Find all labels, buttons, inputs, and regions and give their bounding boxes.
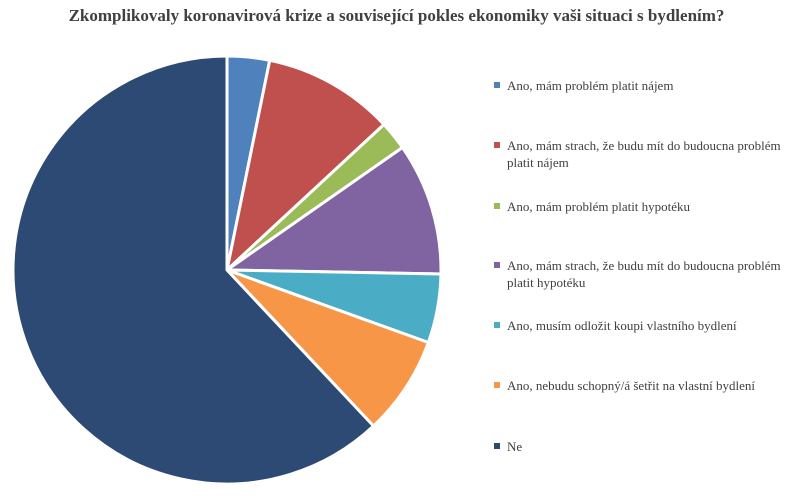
- legend-swatch: [494, 142, 500, 148]
- legend-swatch: [494, 82, 500, 88]
- legend-swatch: [494, 262, 500, 268]
- legend-swatch: [494, 443, 500, 449]
- legend-label: Ano, nebudu schopný/á šetřit na vlastní …: [507, 378, 756, 393]
- pie-slice-7: [11, 54, 375, 486]
- pie-slice-2: [225, 58, 386, 272]
- chart-title: Zkomplikovaly koronavirová krize a souvi…: [68, 6, 725, 25]
- legend-label: Ano, musím odložit koupi vlastního bydle…: [507, 318, 737, 333]
- pie-slice-6: [225, 268, 430, 428]
- legend-label: Ano, mám strach, že budu mít do budoucna…: [507, 258, 781, 290]
- legend-label: Ano, mám problém platit hypotéku: [507, 199, 691, 214]
- legend-swatch: [494, 203, 500, 209]
- legend-swatch: [494, 382, 500, 388]
- legend-swatch: [494, 322, 500, 328]
- legend-label: Ne: [507, 439, 523, 454]
- legend-label: Ano, mám problém platit nájem: [507, 78, 674, 93]
- legend-label: Ano, mám strach, že budu mít do budoucna…: [507, 138, 781, 170]
- pie-slice-4: [225, 146, 443, 276]
